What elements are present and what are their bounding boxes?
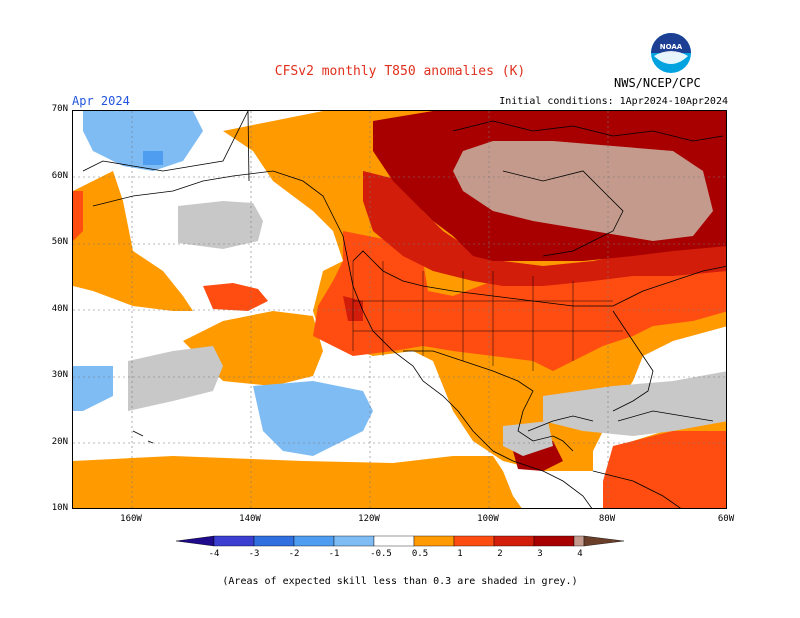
colorbar-label: -4 (208, 549, 220, 559)
map-svg (73, 111, 726, 508)
colorbar-label: 1 (457, 549, 463, 559)
state-borders (352, 261, 623, 371)
anomaly-4plus-region (453, 141, 713, 241)
lon-label: 140W (239, 514, 261, 524)
lat-label: 20N (51, 437, 68, 447)
noaa-logo-text: NOAA (660, 43, 683, 51)
lat-label: 50N (51, 237, 68, 247)
lat-label: 40N (51, 304, 68, 314)
colorbar-4plus (573, 535, 585, 547)
anomaly-neg-darker-region (143, 151, 163, 165)
colorbar-label: -0.5 (370, 549, 392, 559)
agency-label: NWS/NCEP/CPC (614, 76, 701, 90)
colorbar-label: -3 (248, 549, 260, 559)
colorbar-neg4-neg3 (213, 535, 255, 547)
map-title: CFSv2 monthly T850 anomalies (K) (274, 64, 526, 79)
lon-label: 80W (598, 514, 616, 524)
colorbar-label: 2 (497, 549, 503, 559)
lat-label: 30N (51, 370, 68, 380)
noaa-logo-icon: NOAA (651, 33, 691, 73)
lat-label: 60N (51, 171, 68, 181)
colorbar-label: 4 (577, 549, 583, 559)
graticule (73, 111, 726, 508)
lon-label: 100W (477, 514, 499, 524)
colorbar-gt-4 (583, 535, 625, 547)
colorbar-05-1 (413, 535, 455, 547)
coastlines (82, 111, 726, 508)
colorbar-3-4 (533, 535, 575, 547)
lon-label: 160W (120, 514, 142, 524)
colorbar-neg1-neg05 (333, 535, 375, 547)
initial-conditions: Initial conditions: 1Apr2024-10Apr2024 (499, 96, 728, 107)
colorbar-2-3 (493, 535, 535, 547)
colorbar-1-2 (453, 535, 495, 547)
colorbar-neg3-neg2 (253, 535, 295, 547)
colorbar-label: 0.5 (411, 549, 429, 559)
colorbar-label: -1 (328, 549, 340, 559)
skill-footnote: (Areas of expected skill less than 0.3 a… (222, 576, 578, 587)
lon-label: 60W (717, 514, 735, 524)
colorbar-lt-neg4 (176, 535, 215, 547)
anomaly-neg-region (73, 111, 373, 456)
lat-label: 70N (51, 104, 68, 114)
colorbar (176, 535, 625, 547)
lat-label: 10N (51, 503, 68, 513)
colorbar-label: -2 (288, 549, 300, 559)
lon-label: 120W (358, 514, 380, 524)
colorbar-label: 3 (537, 549, 543, 559)
forecast-month: Apr 2024 (72, 94, 130, 108)
anomaly-map (72, 110, 727, 509)
colorbar-neutral (373, 535, 415, 547)
colorbar-neg2-neg1 (293, 535, 335, 547)
